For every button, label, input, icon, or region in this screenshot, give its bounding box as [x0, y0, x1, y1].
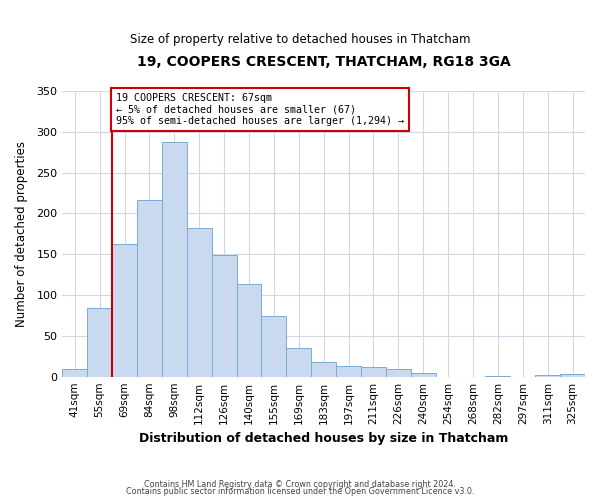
Bar — [137, 200, 162, 376]
Bar — [112, 244, 137, 376]
Bar — [62, 368, 87, 376]
X-axis label: Distribution of detached houses by size in Thatcham: Distribution of detached houses by size … — [139, 432, 508, 445]
Bar — [286, 348, 311, 376]
Bar — [212, 255, 236, 376]
Bar — [336, 366, 361, 376]
Bar — [187, 228, 212, 376]
Bar — [535, 375, 560, 376]
Bar — [361, 367, 386, 376]
Bar — [560, 374, 585, 376]
Text: Size of property relative to detached houses in Thatcham: Size of property relative to detached ho… — [130, 32, 470, 46]
Bar — [262, 316, 286, 376]
Bar — [311, 362, 336, 376]
Bar — [87, 308, 112, 376]
Text: Contains HM Land Registry data © Crown copyright and database right 2024.: Contains HM Land Registry data © Crown c… — [144, 480, 456, 489]
Title: 19, COOPERS CRESCENT, THATCHAM, RG18 3GA: 19, COOPERS CRESCENT, THATCHAM, RG18 3GA — [137, 55, 511, 69]
Text: 19 COOPERS CRESCENT: 67sqm
← 5% of detached houses are smaller (67)
95% of semi-: 19 COOPERS CRESCENT: 67sqm ← 5% of detac… — [116, 92, 404, 126]
Text: Contains public sector information licensed under the Open Government Licence v3: Contains public sector information licen… — [126, 488, 474, 496]
Bar — [386, 370, 411, 376]
Y-axis label: Number of detached properties: Number of detached properties — [15, 141, 28, 327]
Bar — [411, 372, 436, 376]
Bar — [162, 142, 187, 376]
Bar — [236, 284, 262, 376]
